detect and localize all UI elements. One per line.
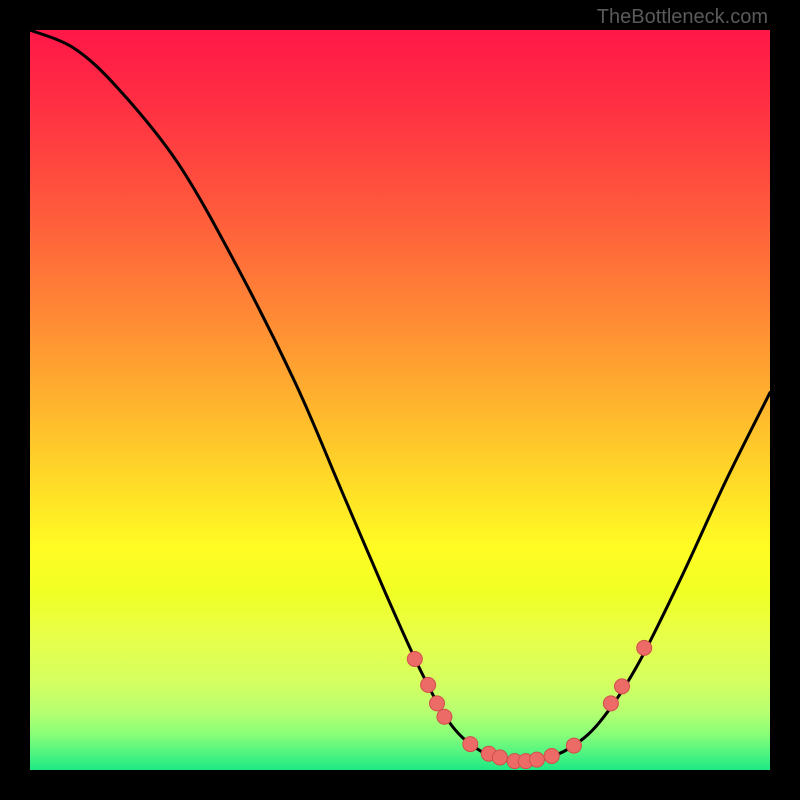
data-marker: [430, 696, 445, 711]
chart-plot-area: [30, 30, 770, 770]
data-marker: [421, 677, 436, 692]
data-marker: [637, 640, 652, 655]
data-marker: [529, 752, 544, 767]
bottleneck-curve: [30, 30, 770, 762]
data-marker: [463, 737, 478, 752]
data-marker: [437, 709, 452, 724]
data-marker: [566, 738, 581, 753]
data-marker: [407, 652, 422, 667]
chart-markers: [407, 640, 651, 768]
data-marker: [492, 750, 507, 765]
chart-curve-layer: [30, 30, 770, 770]
data-marker: [615, 679, 630, 694]
data-marker: [603, 696, 618, 711]
data-marker: [544, 748, 559, 763]
watermark-text: TheBottleneck.com: [597, 6, 768, 29]
